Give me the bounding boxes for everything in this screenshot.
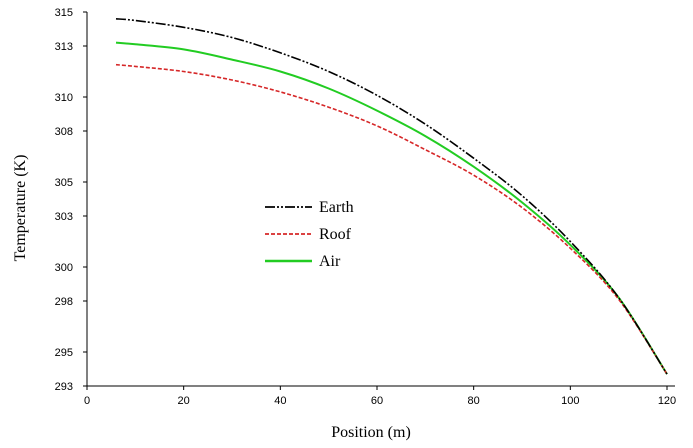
x-tick-label: 100: [561, 395, 579, 407]
y-tick-label: 305: [55, 177, 73, 189]
ticks-layer: 0 20 40 60 80 100 120 293 295 298 300 303 305 308 310 3…: [55, 7, 677, 407]
y-tick-label: 293: [55, 381, 73, 393]
legend: Earth Roof Air: [265, 199, 354, 270]
y-tick-label: 315: [55, 7, 73, 19]
legend-label-earth: Earth: [319, 199, 354, 216]
x-tick-label: 20: [178, 395, 190, 407]
series-line-air: [115, 41, 668, 375]
x-tick-label: 40: [274, 395, 286, 407]
series-line-earth: [115, 18, 668, 375]
y-tick-label: 300: [55, 262, 73, 274]
y-tick-label: 295: [55, 347, 73, 359]
axes-layer: [86, 12, 675, 387]
x-tick-label: 60: [371, 395, 383, 407]
series-layer: [115, 18, 668, 375]
x-tick-label: 0: [84, 395, 90, 407]
y-tick-label: 303: [55, 211, 73, 223]
x-tick-label: 120: [658, 395, 676, 407]
y-tick-label: 298: [55, 296, 73, 308]
x-tick-label: 80: [468, 395, 480, 407]
y-tick-label: 308: [55, 126, 73, 138]
legend-label-roof: Roof: [319, 226, 352, 243]
y-tick-label: 313: [55, 41, 73, 53]
y-tick-label: 310: [55, 92, 73, 104]
y-axis-title: Temperature (K): [12, 155, 29, 262]
legend-label-air: Air: [319, 253, 341, 270]
x-axis-title: Position (m): [331, 424, 411, 441]
series-line-roof: [115, 63, 668, 375]
